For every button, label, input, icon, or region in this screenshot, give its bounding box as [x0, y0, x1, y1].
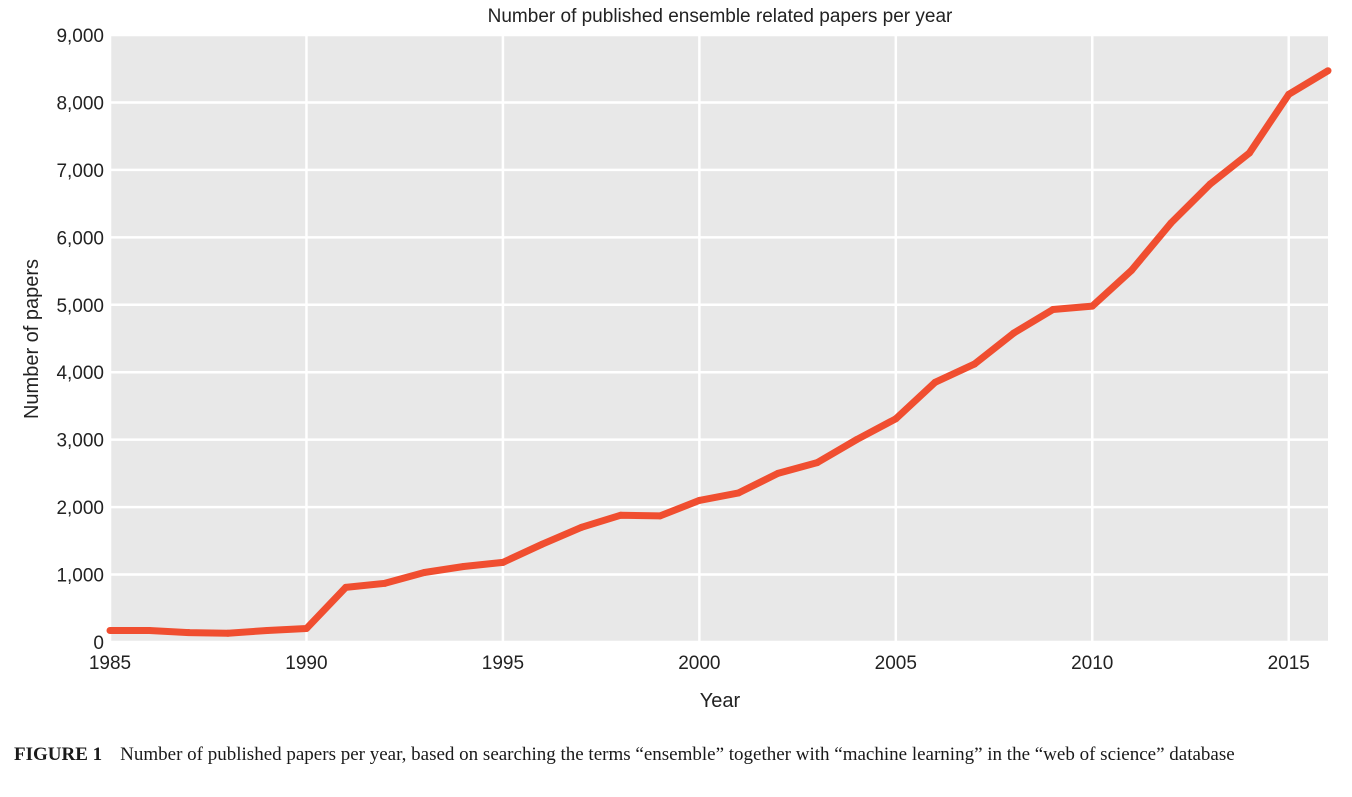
y-tick-label: 1,000 — [56, 566, 104, 587]
data-point — [460, 562, 468, 570]
data-point — [695, 496, 703, 504]
data-point — [420, 569, 428, 577]
data-point — [735, 489, 743, 497]
tick-labels: 0 1,000 2,000 3,000 4,000 5,000 6,000 7,000 8,00… — [56, 26, 1309, 674]
y-tick-label: 3,000 — [56, 431, 104, 452]
plot-area — [110, 35, 1328, 642]
y-tick-label: 2,000 — [56, 498, 104, 519]
x-tick-label: 2015 — [1268, 653, 1310, 674]
line-chart: Number of published ensemble related pap… — [21, 6, 1332, 712]
x-tick-label: 2010 — [1071, 653, 1113, 674]
data-point — [538, 540, 546, 548]
data-point — [302, 625, 310, 633]
y-tick-label: 9,000 — [56, 26, 104, 47]
data-point — [342, 583, 350, 591]
y-tick-label: 5,000 — [56, 296, 104, 317]
data-point — [381, 579, 389, 587]
x-tick-label: 1995 — [482, 653, 524, 674]
data-point — [931, 378, 939, 386]
chart-title: Number of published ensemble related pap… — [488, 6, 953, 27]
data-point — [1245, 149, 1253, 157]
x-axis-label: Year — [700, 690, 741, 712]
y-tick-label: 4,000 — [56, 363, 104, 384]
caption-label: FIGURE 1 — [14, 744, 103, 765]
series-layer — [106, 67, 1332, 637]
x-tick-label: 1985 — [89, 653, 131, 674]
data-point — [892, 415, 900, 423]
y-tick-label: 0 — [93, 633, 104, 654]
data-point — [617, 511, 625, 519]
data-point — [1049, 305, 1057, 313]
x-tick-label: 2000 — [678, 653, 720, 674]
x-tick-label: 1990 — [285, 653, 327, 674]
y-tick-label: 6,000 — [56, 228, 104, 249]
data-point — [577, 523, 585, 531]
data-point — [499, 558, 507, 566]
data-point — [1167, 219, 1175, 227]
data-point — [106, 627, 114, 635]
data-point — [1010, 329, 1018, 337]
data-point — [1206, 180, 1214, 188]
grid — [108, 33, 1328, 644]
data-point — [1088, 302, 1096, 310]
y-tick-label: 7,000 — [56, 161, 104, 182]
data-point — [145, 627, 153, 635]
data-point — [813, 459, 821, 467]
x-tick-label: 2005 — [875, 653, 917, 674]
series-line — [110, 67, 1330, 637]
y-axis-label: Number of papers — [21, 259, 43, 419]
data-point — [1324, 67, 1332, 75]
data-point — [185, 629, 193, 637]
y-tick-label: 8,000 — [56, 93, 104, 114]
data-point — [853, 436, 861, 444]
data-point — [1128, 266, 1136, 274]
data-point — [263, 627, 271, 635]
data-point — [656, 512, 664, 520]
data-point — [1285, 90, 1293, 98]
data-point — [224, 629, 232, 637]
figure-caption: FIGURE 1 Number of published papers per y… — [14, 741, 1334, 769]
data-point — [774, 469, 782, 477]
data-point — [970, 360, 978, 368]
caption-text: Number of published papers per year, bas… — [120, 744, 1235, 765]
